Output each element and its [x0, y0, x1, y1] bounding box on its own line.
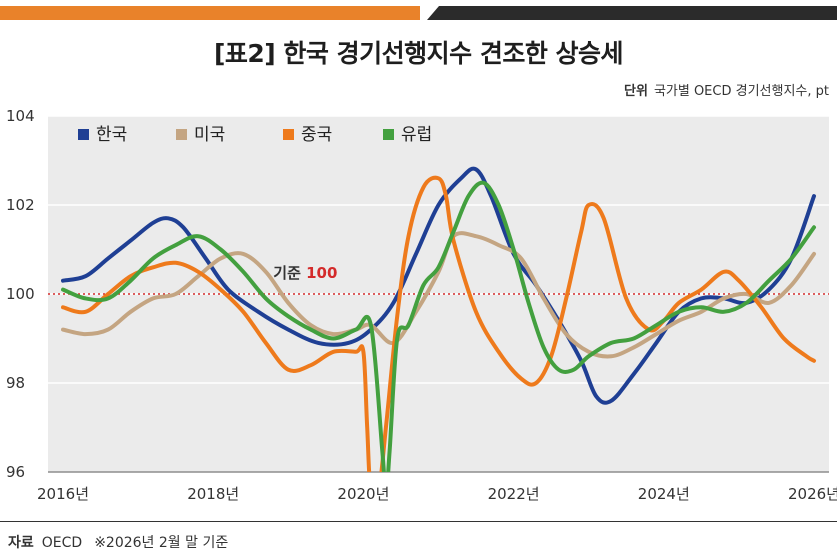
y-tick-label-100: 100	[6, 285, 35, 303]
series-line-usa	[61, 231, 816, 359]
top-accent-bar-orange	[0, 6, 420, 20]
x-tick-label-2026: 2026년	[788, 485, 837, 503]
y-tick-label-102: 102	[6, 196, 35, 214]
y-tick-label-96: 96	[6, 463, 25, 481]
x-tick-label-2016: 2016년	[37, 485, 89, 503]
x-tick-label-2024: 2024년	[638, 485, 690, 503]
unit-label: 단위	[624, 84, 648, 99]
unit-note: 단위 국가별 OECD 경기선행지수, pt	[624, 80, 829, 99]
footer-divider	[0, 521, 837, 522]
legend-label-korea: 한국	[96, 125, 127, 145]
legend-swatch-china	[283, 129, 294, 140]
series-line-china	[61, 175, 816, 472]
x-tick-label-2022: 2022년	[488, 485, 540, 503]
legend-swatch-korea	[78, 129, 89, 140]
unit-text: 국가별 OECD 경기선행지수, pt	[653, 84, 829, 99]
reference-value: 100	[306, 264, 337, 282]
top-accent-bar-dark	[427, 6, 837, 20]
y-tick-label-104: 104	[6, 107, 35, 125]
legend-swatch-europe	[383, 129, 394, 140]
x-tick-label-2020: 2020년	[337, 485, 389, 503]
y-tick-label-98: 98	[6, 374, 25, 392]
source-text: OECD	[41, 535, 83, 551]
source-label: 자료	[8, 535, 34, 551]
legend-swatch-usa	[176, 129, 187, 140]
line-chart: 96 98 100 102 104 2016년 2018년 2020년 2022년 2024년 20…	[6, 107, 837, 503]
x-tick-label-2018: 2018년	[187, 485, 239, 503]
footnote: ※2026년 2월 말 기준	[94, 535, 229, 551]
series-line-europe	[61, 180, 816, 472]
legend-label-china: 중국	[301, 125, 332, 145]
legend-label-usa: 미국	[194, 125, 225, 145]
legend-label-europe: 유럽	[401, 125, 432, 145]
series-line-korea	[61, 166, 816, 405]
chart-title: [표2] 한국 경기선행지수 견조한 상승세	[213, 39, 624, 68]
footer: 자료 OECD ※2026년 2월 말 기준	[8, 532, 228, 552]
reference-label: 기준 100	[273, 264, 337, 282]
